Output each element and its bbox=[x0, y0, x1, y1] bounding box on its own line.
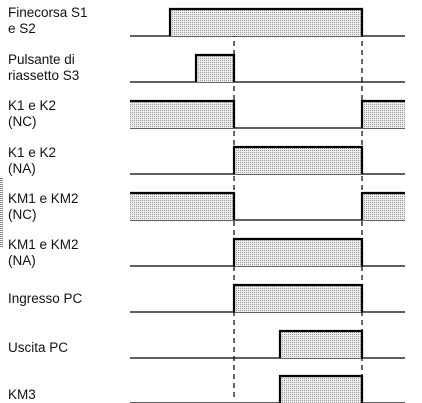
k1k2-na-high-pulse-1 bbox=[234, 147, 362, 174]
pulsante-label-line-1: Pulsante di bbox=[8, 52, 75, 67]
finecorsa-label-line-2: e S2 bbox=[8, 20, 36, 36]
km1km2-na-label-line-2: (NA) bbox=[8, 252, 36, 268]
k1k2-na-label-line-2: (NA) bbox=[8, 160, 36, 176]
margin-mark bbox=[0, 178, 3, 248]
uscita-pc-edge-1 bbox=[278, 329, 364, 358]
pulsante-label: Pulsante di riassetto S3 bbox=[8, 52, 79, 83]
km1km2-nc-label: KM1 e KM2 (NC) bbox=[8, 191, 79, 222]
ingresso-pc-edge-1 bbox=[232, 283, 364, 312]
k1k2-na-edge-1 bbox=[232, 145, 364, 174]
pulsante-high-pulse-1 bbox=[196, 55, 234, 82]
finecorsa-label: Finecorsa S1 e S2 bbox=[8, 5, 88, 36]
k1k2-nc-edge-1 bbox=[130, 99, 236, 128]
k1k2-na-label-line-1: K1 e K2 bbox=[8, 145, 57, 160]
k1k2-nc-edge-2 bbox=[360, 99, 405, 128]
pulsante-label-line-2: riassetto S3 bbox=[8, 67, 80, 83]
km1km2-nc-high-pulse-2 bbox=[362, 193, 405, 220]
k1k2-nc-high-pulse-2 bbox=[362, 101, 405, 128]
km3-high-pulse-1 bbox=[280, 376, 362, 403]
km3-label-line-1: KM3 bbox=[8, 387, 36, 402]
km3-edge-1 bbox=[278, 374, 364, 403]
k1k2-nc-label: K1 e K2 (NC) bbox=[8, 98, 56, 129]
km3-label: KM3 bbox=[8, 387, 36, 403]
km1km2-nc-edge-1 bbox=[130, 191, 236, 220]
km1km2-nc-edge-2 bbox=[360, 191, 405, 220]
uscita-pc-high-pulse-1 bbox=[280, 331, 362, 358]
finecorsa-edge-1 bbox=[168, 7, 364, 36]
waveforms bbox=[130, 7, 405, 403]
km1km2-na-label: KM1 e KM2 (NA) bbox=[8, 237, 79, 268]
uscita-pc-label: Uscita PC bbox=[8, 340, 68, 356]
uscita-pc-label-line-1: Uscita PC bbox=[8, 340, 69, 355]
pulsante-edge-1 bbox=[194, 53, 236, 82]
km1km2-nc-high-pulse-1 bbox=[130, 193, 234, 220]
km1km2-na-high-pulse-1 bbox=[234, 239, 362, 266]
km1km2-nc-label-line-2: (NC) bbox=[8, 206, 37, 222]
km1km2-na-label-line-1: KM1 e KM2 bbox=[8, 237, 79, 252]
ingresso-pc-label-line-1: Ingresso PC bbox=[8, 291, 83, 306]
ingresso-pc-high-pulse-1 bbox=[234, 285, 362, 312]
finecorsa-label-line-1: Finecorsa S1 bbox=[8, 5, 88, 20]
km1km2-nc-label-line-1: KM1 e KM2 bbox=[8, 191, 79, 206]
k1k2-nc-label-line-1: K1 e K2 bbox=[8, 98, 57, 113]
k1k2-nc-high-pulse-1 bbox=[130, 101, 234, 128]
ingresso-pc-label: Ingresso PC bbox=[8, 291, 82, 307]
km1km2-na-edge-1 bbox=[232, 237, 364, 266]
finecorsa-high-pulse-1 bbox=[170, 9, 362, 36]
k1k2-nc-label-line-2: (NC) bbox=[8, 113, 37, 129]
k1k2-na-label: K1 e K2 (NA) bbox=[8, 145, 56, 176]
